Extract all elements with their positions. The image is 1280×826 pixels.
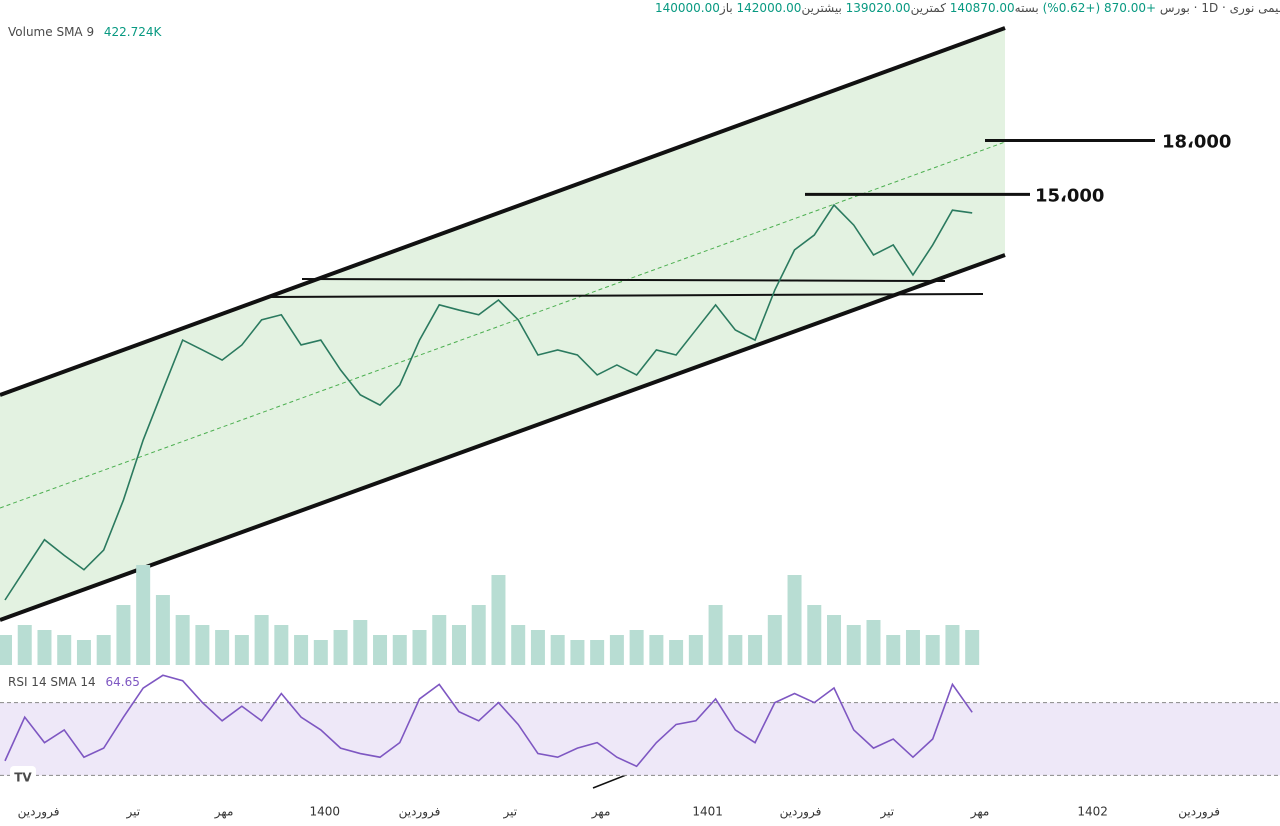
rsi-value: 64.65: [105, 675, 139, 689]
volume-bar: [748, 635, 763, 665]
volume-bar: [17, 625, 32, 665]
channel-bottom: [0, 253, 1006, 622]
volume-bar: [76, 640, 91, 665]
tv-logo: TV: [10, 766, 36, 788]
volume-bar: [471, 605, 486, 665]
exchange: بورس: [1160, 1, 1190, 16]
volume-bar: [37, 630, 52, 665]
volume-bar: [669, 640, 684, 665]
volume-bar: [432, 615, 447, 665]
price-line: [4, 203, 973, 601]
volume-bar: [866, 620, 881, 665]
svg-text:TV: TV: [14, 771, 32, 785]
volume-bar: [116, 605, 131, 665]
volume-bar: [373, 635, 388, 665]
volume-bar: [708, 605, 723, 665]
rsi-pane: [0, 702, 1280, 776]
x-tick-label: 1400: [309, 805, 340, 819]
volume-bar: [728, 635, 743, 665]
rsi-label: RSI 14 SMA 14 64.65: [8, 675, 140, 689]
volume-bar: [353, 620, 368, 665]
x-tick-label: تیر: [126, 805, 141, 820]
open: 140000.00: [655, 1, 720, 15]
volume-bar: [511, 625, 526, 665]
label: کمترین: [911, 1, 947, 16]
header: پتروشیمی نوری · 1D · بورس +870.00 (+0.62…: [655, 1, 1280, 16]
volume-bar: [767, 615, 782, 665]
volume-bar: [550, 635, 565, 665]
volume-bar: [412, 630, 427, 665]
volume-bar: [570, 640, 585, 665]
volume-bar: [96, 635, 111, 665]
volume-bar: [965, 630, 980, 665]
volume-bar: [155, 595, 170, 665]
volume-bar: [688, 635, 703, 665]
rsi-line: [4, 674, 973, 768]
label: بیشترین: [801, 1, 841, 16]
x-tick-label: مهر: [591, 805, 611, 820]
volume-bar: [57, 635, 72, 665]
channel: [0, 28, 1005, 620]
volume-bar: [451, 625, 466, 665]
volume-bar: [590, 640, 605, 665]
volume-bar: [215, 630, 230, 665]
volume-bar: [0, 635, 12, 665]
volume-bar: [175, 615, 190, 665]
volume-sma: 422.724K: [104, 25, 163, 39]
volume-bar: [609, 635, 624, 665]
change: +870.00 (+0.62%): [1043, 1, 1156, 15]
volume-bar: [313, 640, 328, 665]
volume-bar: [195, 625, 210, 665]
plot: 18،000 15،000 فروردین تیر مهر 1400 فروردین تیر م…: [0, 132, 1231, 820]
channel-top: [0, 26, 1006, 397]
volume-bar: [945, 625, 960, 665]
level-label: 18،000: [1162, 132, 1231, 153]
x-tick-label: 1402: [1077, 805, 1108, 819]
volume-bar: [925, 635, 940, 665]
volume-bar: [333, 630, 348, 665]
volume-bar: [254, 615, 269, 665]
level-line: [269, 293, 984, 298]
x-tick-label: تیر: [880, 805, 895, 820]
label: RSI 14 SMA 14: [8, 675, 96, 689]
interval: 1D: [1201, 1, 1218, 15]
close: 140870.00: [950, 1, 1015, 15]
high: 142000.00: [737, 1, 802, 15]
volume-bar: [629, 630, 644, 665]
x-tick-label: فروردین: [780, 805, 822, 820]
volume-bar: [491, 575, 506, 665]
volume-bar: [827, 615, 842, 665]
volume-bar: [530, 630, 545, 665]
volume-bar: [392, 635, 407, 665]
volume-bar: [905, 630, 920, 665]
volume-bar: [846, 625, 861, 665]
x-tick-label: فروردین: [18, 805, 60, 820]
label: بسته: [1015, 1, 1039, 15]
x-tick-label: مهر: [214, 805, 234, 820]
x-tick-label: فروردین: [1178, 805, 1220, 820]
volume-label: Volume SMA 9 422.724K: [8, 25, 163, 39]
label: Volume SMA 9: [8, 25, 94, 39]
volume-bar: [787, 575, 802, 665]
x-tick-label: مهر: [970, 805, 990, 820]
level-line: [301, 278, 946, 282]
volume-bar: [136, 565, 151, 665]
level-label: 15،000: [1035, 185, 1104, 206]
volume-bar: [886, 635, 901, 665]
volume-bar: [234, 635, 249, 665]
volume-bar: [294, 635, 309, 665]
label: باز: [719, 1, 733, 16]
symbol: پتروشیمی نوری: [1230, 1, 1280, 16]
x-tick-label: تیر: [503, 805, 518, 820]
volume-bar: [807, 605, 822, 665]
rsi-band: [0, 702, 1280, 776]
low: 139020.00: [846, 1, 911, 15]
x-tick-label: فروردین: [399, 805, 441, 820]
volume-bar: [649, 635, 664, 665]
x-tick-label: 1401: [692, 805, 723, 819]
channel-mid: [0, 141, 1006, 509]
volume-bar: [274, 625, 289, 665]
